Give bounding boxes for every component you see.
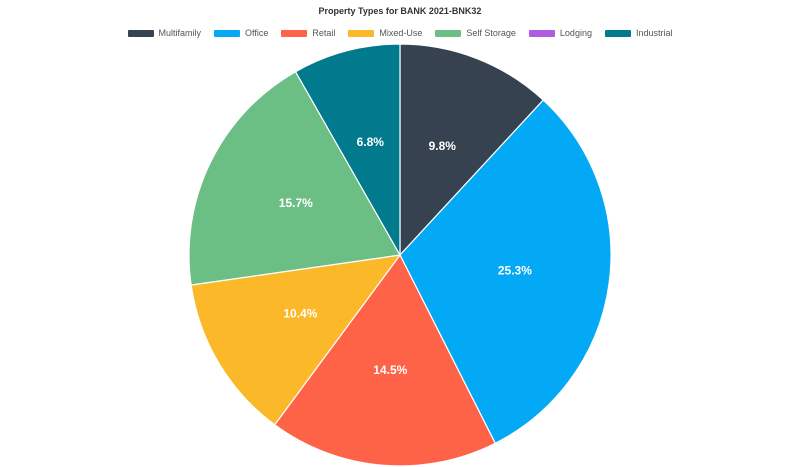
pie-slice-retail[interactable] [273, 253, 497, 467]
chart-legend: Multifamily Office Retail Mixed-Use Self… [0, 28, 800, 38]
pie-slice-self-storage[interactable] [188, 70, 401, 286]
slice-label-multifamily: 9.8% [429, 139, 457, 153]
legend-label-retail: Retail [312, 28, 336, 38]
chart-title: Property Types for BANK 2021-BNK32 [318, 6, 482, 16]
legend-swatch-mixed-use [348, 29, 375, 37]
slice-label-industrial: 6.8% [357, 135, 385, 149]
legend-swatch-multifamily [127, 29, 154, 37]
slice-label-office: 25.3% [498, 263, 532, 277]
legend-label-office: Office [245, 28, 269, 38]
legend-swatch-office [214, 29, 241, 37]
legend-item-industrial[interactable]: Industrial [604, 28, 673, 38]
legend-label-multifamily: Multifamily [158, 28, 202, 38]
legend-item-office[interactable]: Office [214, 28, 268, 38]
legend-item-multifamily[interactable]: Multifamily [127, 28, 202, 38]
legend-label-lodging: Lodging [559, 28, 592, 38]
legend-label-mixed-use: Mixed-Use [379, 28, 423, 38]
legend-label-industrial: Industrial [635, 28, 673, 38]
slice-label-mixed-use: 10.4% [283, 307, 317, 321]
legend-swatch-lodging [528, 29, 555, 37]
legend-item-retail[interactable]: Retail [281, 28, 335, 38]
legend-label-self-storage: Self Storage [466, 28, 516, 38]
legend-item-self-storage[interactable]: Self Storage [435, 28, 516, 38]
pie-slice-industrial[interactable] [294, 43, 401, 258]
legend-item-mixed-use[interactable]: Mixed-Use [348, 28, 422, 38]
legend-swatch-self-storage [435, 29, 462, 37]
pie-slice-office[interactable] [399, 99, 612, 445]
legend-swatch-retail [281, 29, 308, 37]
pie-slice-multifamily[interactable] [399, 43, 545, 257]
pie-slice-mixed-use[interactable] [190, 254, 402, 426]
legend-item-lodging[interactable]: Lodging [528, 28, 592, 38]
legend-swatch-industrial [604, 29, 631, 37]
slice-label-self-storage: 15.7% [279, 196, 313, 210]
slice-label-retail: 14.5% [373, 363, 407, 377]
